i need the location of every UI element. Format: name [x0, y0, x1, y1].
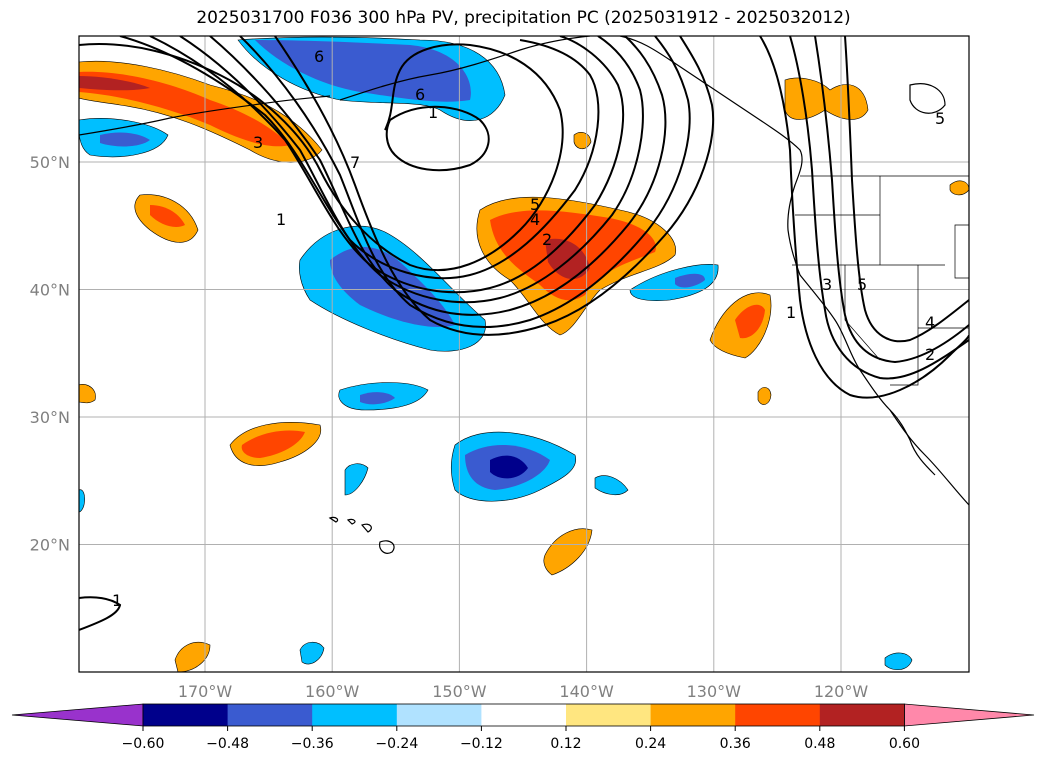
colorbar-tick-label: −0.60: [122, 736, 165, 752]
longitude-label: 150°W: [432, 682, 487, 701]
anomaly-darkred-nw-pacific: [79, 76, 150, 91]
graticule: [79, 36, 969, 672]
anomaly-positive-southwest: [174, 641, 211, 672]
border-california-nevada: [844, 265, 881, 361]
colorbar-extend-low: [11, 703, 144, 727]
anomaly-strong-negative-east-hawaii: [490, 455, 528, 479]
contour-label: 4: [530, 210, 540, 229]
colorbar-tick-label: −0.12: [460, 736, 503, 752]
anomaly-strong-nw-pacific: [79, 71, 290, 147]
pv-contour-7: [274, 36, 715, 336]
anomaly-negative-aleutian-core: [100, 132, 150, 147]
pv-contour-5: [209, 36, 667, 316]
anomaly-negative-small-1: [344, 463, 369, 496]
contour-label: 1: [786, 303, 796, 322]
map-background: [79, 36, 969, 672]
anomaly-positive-west-edge: [79, 384, 96, 404]
contour-label: 5: [935, 109, 945, 128]
anomaly-positive-west-subtropical-core: [241, 430, 305, 458]
colorbar: −0.60 −0.48 −0.36 −0.24 −0.12 0.12 0.24 0.36 0.4…: [11, 703, 1035, 752]
colorbar-segment: [481, 704, 567, 726]
contour-label: 4: [925, 313, 935, 332]
pv-contour-12: [844, 36, 969, 343]
contour-label: 3: [253, 133, 263, 152]
pv-contour-11: [814, 36, 969, 364]
colorbar-segment: [312, 704, 398, 726]
anomaly-positive-california-core: [735, 304, 765, 339]
anomaly-positive-east-edge: [949, 180, 969, 196]
latitude-label: 40°N: [30, 281, 70, 300]
contour-label: 7: [350, 153, 360, 172]
contour-label: 6: [314, 47, 324, 66]
colorbar-segment: [819, 704, 905, 726]
contour-label: 5: [530, 195, 540, 214]
colorbar-tick-label: 0.48: [804, 736, 835, 752]
longitude-label: 140°W: [559, 682, 614, 701]
colorbar-segment: [227, 704, 313, 726]
contour-label: 2: [925, 345, 935, 364]
latitude-label: 50°N: [30, 153, 70, 172]
contour-label: 6: [415, 85, 425, 104]
pv-contour-9: [759, 36, 969, 399]
colorbar-tick-label: 0.12: [550, 736, 581, 752]
anomaly-positive-small-1: [757, 387, 772, 405]
anomaly-negative-small-2: [594, 475, 629, 496]
pv-contour-10: [789, 36, 969, 380]
coastline-alaska: [339, 36, 591, 101]
border-utah: [954, 224, 969, 279]
colorbar-tick-label: −0.48: [206, 736, 249, 752]
contour-label: 5: [857, 275, 867, 294]
coastline-hawaii: [328, 516, 395, 554]
longitude-label: 160°W: [305, 682, 360, 701]
anomaly-negative-small-3: [299, 641, 325, 665]
map-frame: [78, 35, 970, 673]
anomaly-negative-east-pacific-core: [675, 273, 705, 288]
longitude-label: 120°W: [814, 682, 869, 701]
pv-contour-13: [79, 596, 122, 631]
pv-contour-4: [179, 36, 644, 304]
colorbar-tick-label: −0.36: [291, 736, 334, 752]
pv-contour-2: [119, 36, 600, 279]
colorbar-tick-label: 0.36: [720, 736, 751, 752]
colorbar-outline: [142, 703, 905, 727]
coastline-island-1: [909, 83, 946, 114]
anomaly-positive-south: [543, 528, 593, 576]
colorbar-segment: [566, 704, 652, 726]
colorbar-segment: [396, 704, 482, 726]
pv-contour-6: [239, 36, 691, 329]
colorbar-extend-high: [904, 703, 1035, 727]
contour-labels: 6 6 1 7 3 1 5 4 2 3 5 1 4 2 5 1: [112, 47, 945, 610]
latitude-label: 20°N: [30, 536, 70, 555]
contour-label: 1: [112, 591, 122, 610]
colorbar-segment: [650, 704, 736, 726]
longitude-labels: 170°W 160°W 150°W 140°W 130°W 120°W: [178, 682, 869, 701]
anomaly-negative-small-4: [884, 652, 913, 670]
colorbar-tick-label: −0.24: [375, 736, 418, 752]
latitude-label: 30°N: [30, 408, 70, 427]
colorbar-tick-label: 0.60: [889, 736, 920, 752]
anomaly-negative-gulf-alaska-core: [255, 40, 471, 102]
longitude-label: 130°W: [687, 682, 742, 701]
colorbar-segment: [735, 704, 821, 726]
latitude-labels: 50°N 40°N 30°N 20°N: [30, 153, 70, 555]
state-borders: [792, 175, 969, 386]
pv-contour-1: [79, 43, 564, 272]
pv-contours: [79, 36, 969, 631]
longitude-label: 170°W: [178, 682, 233, 701]
anomaly-negative-subtropical-core: [360, 392, 395, 405]
contour-label: 1: [428, 103, 438, 122]
contour-label: 1: [276, 210, 286, 229]
coastline-baja: [889, 409, 936, 476]
pv-contour-8: [385, 105, 490, 172]
map-title: 2025031700 F036 300 hPa PV, precipitatio…: [196, 8, 851, 28]
contour-label: 3: [822, 275, 832, 294]
anomaly-positive-west-core: [150, 205, 185, 227]
contour-label: 2: [542, 230, 552, 249]
border-arizona: [890, 265, 919, 386]
colorbar-tick-label: 0.24: [635, 736, 666, 752]
anomaly-negative-east-pacific: [629, 264, 719, 301]
pv-contour-3: [149, 36, 624, 294]
colorbar-segment: [143, 704, 229, 726]
